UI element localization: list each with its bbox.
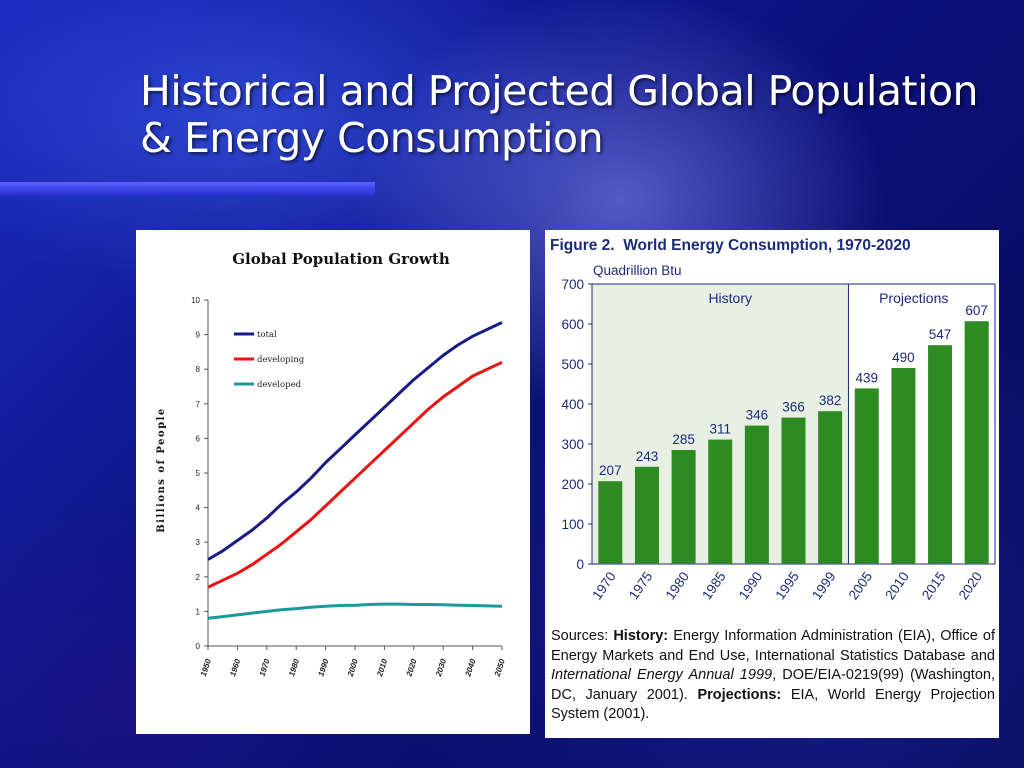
energy-bar-2020 xyxy=(964,321,989,564)
energy-bar-1995 xyxy=(781,417,806,564)
population-y-tick-label: 10 xyxy=(191,296,200,305)
sources-publication: International Energy Annual 1999 xyxy=(551,667,773,683)
sources-text-1: Sources: xyxy=(551,628,614,644)
energy-bar-value-label: 547 xyxy=(929,327,952,342)
sources-history-label: History: xyxy=(613,628,669,644)
energy-x-tick-label: 1999 xyxy=(809,569,839,602)
energy-x-tick-label: 1995 xyxy=(772,569,802,602)
population-x-tick-label: 1990 xyxy=(316,657,330,677)
slide-title: Historical and Projected Global Populati… xyxy=(140,68,1000,162)
energy-bar-1970 xyxy=(598,481,623,564)
population-y-tick-label: 1 xyxy=(196,607,201,616)
energy-x-tick-label: 2010 xyxy=(882,569,912,602)
population-y-tick-label: 2 xyxy=(196,573,201,582)
energy-chart-title: Figure 2. World Energy Consumption, 1970… xyxy=(550,237,911,254)
energy-y-tick-label: 500 xyxy=(561,357,584,372)
population-y-tick-label: 4 xyxy=(196,504,201,513)
population-series-developing xyxy=(207,360,503,589)
projections-region-label: Projections xyxy=(879,290,948,306)
energy-chart-panel: Figure 2. World Energy Consumption, 1970… xyxy=(545,230,999,738)
energy-y-tick-label: 700 xyxy=(561,277,584,292)
slide-title-line-2: & Energy Consumption xyxy=(140,114,604,162)
sources-text-2: Energy Information Administration (EIA),… xyxy=(551,628,996,664)
energy-bar-value-label: 243 xyxy=(636,449,659,464)
energy-bar-1985 xyxy=(708,439,733,564)
population-x-tick-label: 2020 xyxy=(404,657,419,678)
legend-label-developing: developing xyxy=(257,355,305,365)
energy-bar-1999 xyxy=(818,411,843,564)
population-chart-panel: Global Population Growth Billions of Peo… xyxy=(136,230,530,734)
population-y-tick-label: 0 xyxy=(196,642,201,651)
energy-y-tick-label: 600 xyxy=(561,317,584,332)
energy-bar-value-label: 382 xyxy=(819,393,842,408)
energy-y-tick-label: 400 xyxy=(561,397,584,412)
energy-x-tick-label: 2015 xyxy=(919,569,949,602)
energy-x-tick-label: 2020 xyxy=(956,569,986,602)
energy-x-tick-label: 1985 xyxy=(699,569,729,602)
energy-bar-value-label: 207 xyxy=(599,463,622,478)
population-y-tick-label: 3 xyxy=(196,538,201,547)
population-chart: Global Population Growth Billions of Peo… xyxy=(156,250,508,678)
energy-bar-2010 xyxy=(891,368,916,564)
population-x-tick-label: 2000 xyxy=(346,657,361,678)
energy-y-tick-label: 200 xyxy=(561,477,584,492)
population-chart-title: Global Population Growth xyxy=(232,250,450,268)
energy-bar-2005 xyxy=(854,388,879,564)
energy-bar-value-label: 607 xyxy=(965,303,988,318)
energy-bar-1980 xyxy=(671,450,696,564)
energy-bar-value-label: 366 xyxy=(782,400,805,415)
sources-text-3: , DOE/EIA-0219(99) (Washington, DC, Janu… xyxy=(551,667,995,703)
population-y-tick-label: 7 xyxy=(196,400,201,409)
energy-bar-value-label: 490 xyxy=(892,350,915,365)
energy-bar-1975 xyxy=(634,466,659,564)
energy-y-tick-label: 0 xyxy=(576,557,584,572)
slide-title-line-1: Historical and Projected Global Populati… xyxy=(140,67,979,115)
energy-x-tick-label: 1970 xyxy=(589,569,619,602)
energy-bar-1990 xyxy=(744,425,769,564)
legend-label-developed: developed xyxy=(257,380,302,390)
legend-label-total: total xyxy=(257,330,277,340)
sources-projections-label: Projections: xyxy=(697,686,782,703)
population-x-tick-label: 2010 xyxy=(375,657,390,678)
population-x-tick-label: 2030 xyxy=(434,657,449,678)
energy-bar-2015 xyxy=(928,345,953,564)
population-series-total xyxy=(207,321,503,561)
energy-y-tick-label: 300 xyxy=(561,437,584,452)
energy-x-tick-label: 1980 xyxy=(663,569,693,602)
energy-y-axis-unit: Quadrillion Btu xyxy=(593,263,682,278)
title-underline-bar xyxy=(0,182,375,196)
sources-note: Sources: History: Energy Information Adm… xyxy=(551,627,995,725)
population-series-developed xyxy=(207,602,503,620)
energy-bar-value-label: 346 xyxy=(746,408,769,423)
population-y-tick-label: 5 xyxy=(196,469,201,478)
population-x-tick-label: 1970 xyxy=(258,657,272,677)
energy-bar-value-label: 439 xyxy=(856,370,879,385)
population-x-tick-label: 1960 xyxy=(228,657,242,677)
population-x-tick-label: 1980 xyxy=(287,657,301,677)
energy-y-tick-label: 100 xyxy=(561,517,584,532)
energy-x-tick-label: 1990 xyxy=(736,569,766,602)
population-y-axis-label: Billions of People xyxy=(156,407,167,533)
energy-bar-value-label: 285 xyxy=(672,432,695,447)
population-y-tick-label: 8 xyxy=(196,365,201,374)
energy-bar-value-label: 311 xyxy=(709,422,731,437)
population-y-tick-label: 6 xyxy=(196,434,201,443)
population-y-tick-label: 9 xyxy=(196,331,201,340)
population-x-tick-label: 2040 xyxy=(463,657,478,678)
energy-x-tick-label: 2005 xyxy=(846,569,876,602)
population-x-tick-label: 2050 xyxy=(493,657,508,678)
population-x-tick-label: 1950 xyxy=(199,657,213,677)
energy-x-tick-label: 1975 xyxy=(626,569,656,602)
energy-chart: Figure 2. World Energy Consumption, 1970… xyxy=(550,237,996,602)
sources-text-4: EIA, World Energy Projection System (200… xyxy=(551,686,995,723)
history-region-label: History xyxy=(708,290,752,306)
